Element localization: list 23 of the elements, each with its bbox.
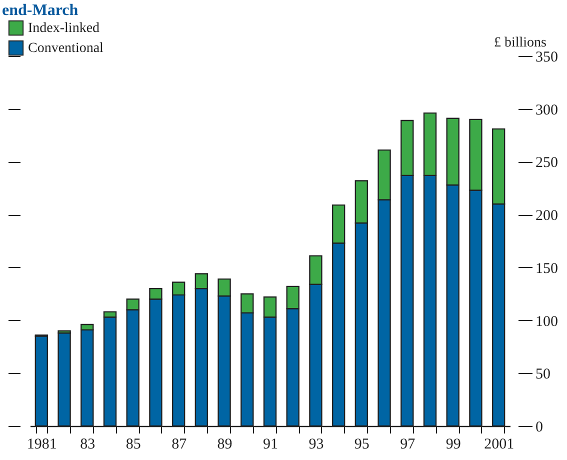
chart-title: end-March [2, 2, 78, 19]
x-tick-label: 97 [400, 436, 416, 452]
y-axis-title: £ billions [494, 36, 546, 50]
y-tick-label: 50 [536, 366, 550, 383]
y-tick-label: 0 [536, 420, 543, 436]
y-tick-label: 300 [536, 102, 558, 118]
x-tick-label: 2001 [484, 436, 514, 452]
y-tick-label: 250 [536, 155, 558, 172]
y-tick-label: 200 [536, 208, 558, 224]
x-tick-label: 85 [126, 436, 141, 452]
x-tick-label: 1981 [26, 436, 57, 452]
y-tick-label: 150 [536, 260, 558, 277]
y-tick-label: 100 [536, 314, 558, 330]
x-tick-label: 89 [217, 436, 232, 452]
x-tick-label: 87 [172, 436, 188, 452]
x-tick-label: 99 [446, 436, 461, 452]
x-tick-label: 83 [80, 436, 96, 452]
x-tick-label: 93 [308, 436, 324, 452]
x-tick-label: 95 [354, 436, 370, 452]
x-tick-label: 91 [263, 436, 278, 452]
legend-label: Conventional [28, 41, 104, 56]
y-tick-label: 350 [536, 50, 558, 66]
legend-label: Index-linked [28, 21, 100, 36]
